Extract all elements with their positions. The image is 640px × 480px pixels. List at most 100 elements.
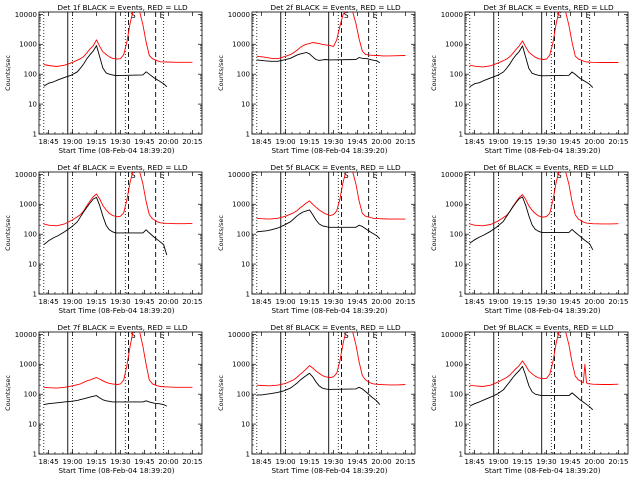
- y-tick-label: 10: [241, 420, 250, 428]
- x-axis-label: Start Time (08-Feb-04 18:39:20): [58, 466, 174, 475]
- marker-label: S: [131, 331, 136, 340]
- series-events-line: [256, 372, 381, 405]
- y-tick-label: 10000: [441, 331, 463, 339]
- y-tick-label: 1: [33, 450, 37, 458]
- x-tick-label: 19:45: [347, 458, 367, 466]
- y-axis-label: Counts/sec: [4, 215, 12, 251]
- marker-label: E: [160, 11, 165, 20]
- y-tick-label: 1000: [445, 361, 463, 369]
- y-tick-label: 10000: [228, 331, 250, 339]
- y-tick-label: 1000: [19, 41, 37, 49]
- x-axis-label: Start Time (08-Feb-04 18:39:20): [271, 306, 387, 315]
- x-tick-label: 19:00: [488, 138, 508, 146]
- x-axis-label: Start Time (08-Feb-04 18:39:20): [58, 146, 174, 155]
- x-tick-label: 19:15: [512, 458, 532, 466]
- series-events-line: [469, 45, 594, 88]
- y-tick-label: 100: [237, 231, 250, 239]
- y-axis-label: Counts/sec: [4, 375, 12, 411]
- y-tick-label: 100: [24, 71, 37, 79]
- chart-panel: Det 3f BLACK = Events, RED = LLD 1 10 100 10…: [430, 3, 629, 155]
- series-lld-line: [43, 172, 193, 227]
- x-tick-label: 19:45: [134, 458, 154, 466]
- plot-frame: [464, 331, 629, 455]
- x-tick-label: 19:45: [560, 458, 580, 466]
- y-axis-label: Counts/sec: [217, 55, 225, 91]
- y-axis-label: Counts/sec: [217, 375, 225, 411]
- y-tick-label: 100: [450, 71, 463, 79]
- x-tick-label: 20:15: [395, 298, 415, 306]
- y-tick-label: 10: [454, 260, 463, 268]
- chart-panel: Det 2f BLACK = Events, RED = LLD 1 10 100 10…: [217, 3, 416, 155]
- x-tick-label: 20:00: [584, 458, 604, 466]
- x-tick-label: 20:00: [158, 138, 178, 146]
- marker-label: E: [586, 331, 591, 340]
- x-tick-label: 19:30: [323, 458, 343, 466]
- y-tick-label: 1: [459, 130, 463, 138]
- marker-label: E: [586, 171, 591, 180]
- y-tick-label: 100: [450, 231, 463, 239]
- x-tick-label: 20:15: [395, 138, 415, 146]
- x-tick-label: 19:45: [560, 138, 580, 146]
- marker-label: S: [344, 331, 349, 340]
- chart-title: Det 1f BLACK = Events, RED = LLD: [57, 3, 188, 12]
- x-tick-label: 20:15: [608, 298, 628, 306]
- x-tick-label: 20:00: [371, 458, 391, 466]
- y-tick-label: 100: [24, 231, 37, 239]
- plot-frame: [251, 11, 416, 135]
- marker-label: S: [557, 11, 562, 20]
- x-axis-label: Start Time (08-Feb-04 18:39:20): [484, 146, 600, 155]
- x-tick-label: 20:15: [608, 458, 628, 466]
- x-tick-label: 19:15: [299, 298, 319, 306]
- chart-panel: Det 5f BLACK = Events, RED = LLD 1 10 100 10…: [217, 163, 416, 315]
- series-events-line: [256, 52, 381, 64]
- x-tick-label: 20:15: [608, 138, 628, 146]
- y-tick-label: 10: [28, 100, 37, 108]
- y-tick-label: 10000: [228, 171, 250, 179]
- y-tick-label: 10000: [228, 11, 250, 19]
- chart-panel: Det 1f BLACK = Events, RED = LLD 1 10 100 10…: [4, 3, 203, 155]
- y-tick-label: 10: [28, 420, 37, 428]
- marker-label: S: [557, 171, 562, 180]
- y-tick-label: 10: [28, 260, 37, 268]
- x-tick-label: 19:45: [560, 298, 580, 306]
- x-tick-label: 19:45: [347, 138, 367, 146]
- y-tick-label: 100: [450, 391, 463, 399]
- x-tick-label: 19:30: [110, 458, 130, 466]
- series-events-line: [43, 196, 168, 256]
- x-tick-label: 20:15: [182, 458, 202, 466]
- y-axis-label: Counts/sec: [4, 55, 12, 91]
- series-events-line: [256, 209, 381, 240]
- y-axis-label: Counts/sec: [430, 215, 438, 251]
- x-tick-label: 20:15: [395, 458, 415, 466]
- x-tick-label: 19:00: [275, 298, 295, 306]
- chart-panel: Det 8f BLACK = Events, RED = LLD 1 10 100 10…: [217, 323, 416, 475]
- marker-label: S: [131, 171, 136, 180]
- y-tick-label: 10000: [15, 171, 37, 179]
- y-tick-label: 1: [459, 450, 463, 458]
- y-tick-label: 10: [241, 100, 250, 108]
- x-tick-label: 19:15: [512, 138, 532, 146]
- plot-frame: [251, 171, 416, 295]
- series-events-line: [469, 365, 594, 411]
- x-tick-label: 20:00: [371, 138, 391, 146]
- x-tick-label: 19:30: [323, 138, 343, 146]
- y-tick-label: 1000: [445, 41, 463, 49]
- plot-frame: [464, 171, 629, 295]
- y-tick-label: 10: [241, 260, 250, 268]
- x-tick-label: 18:45: [38, 298, 58, 306]
- series-lld-line: [43, 332, 193, 389]
- series-lld-line: [43, 12, 193, 67]
- x-tick-label: 20:15: [182, 298, 202, 306]
- chart-title: Det 9f BLACK = Events, RED = LLD: [483, 323, 614, 332]
- y-tick-label: 1: [459, 290, 463, 298]
- marker-label: S: [344, 11, 349, 20]
- y-tick-label: 1: [33, 290, 37, 298]
- x-axis-label: Start Time (08-Feb-04 18:39:20): [271, 146, 387, 155]
- series-lld-line: [256, 12, 406, 60]
- x-tick-label: 20:00: [158, 298, 178, 306]
- series-events-line: [43, 45, 168, 88]
- y-tick-label: 1000: [232, 361, 250, 369]
- x-tick-label: 19:15: [86, 298, 106, 306]
- x-tick-label: 20:00: [371, 298, 391, 306]
